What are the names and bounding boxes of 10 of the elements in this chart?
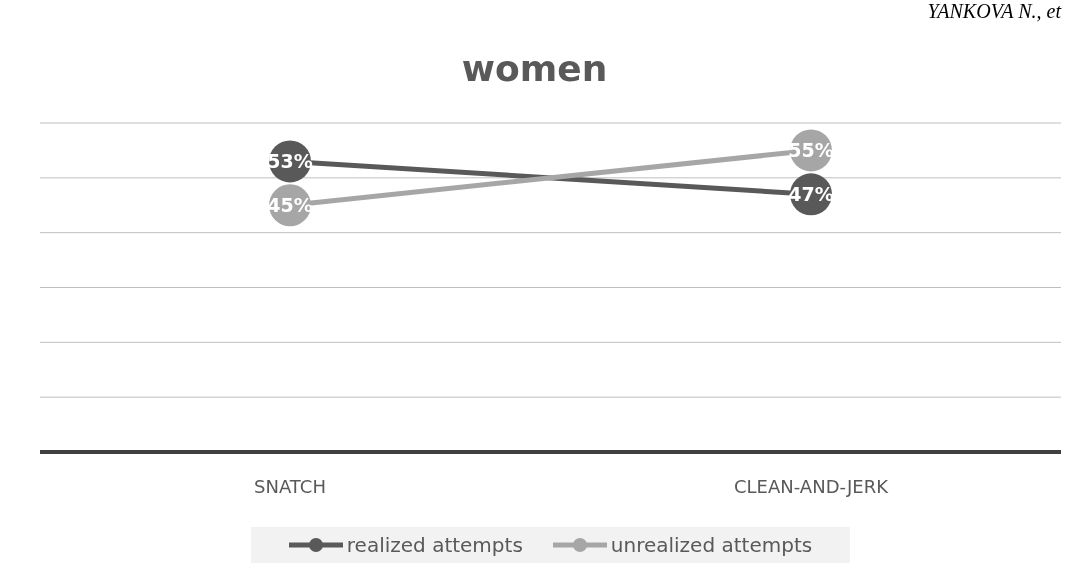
x-tick-label: SNATCH xyxy=(254,475,326,497)
legend-label: realized attempts xyxy=(345,533,523,557)
data-label: 55% xyxy=(788,139,834,162)
x-tick-label: CLEAN-AND-JERK xyxy=(734,475,890,497)
chart-title: women xyxy=(460,48,609,89)
legend-label: unrealized attempts xyxy=(609,533,813,557)
data-label: 53% xyxy=(267,150,313,173)
data-label: 45% xyxy=(267,194,313,217)
data-label: 47% xyxy=(788,183,834,206)
text: YANKOVA N., et xyxy=(927,0,1061,23)
